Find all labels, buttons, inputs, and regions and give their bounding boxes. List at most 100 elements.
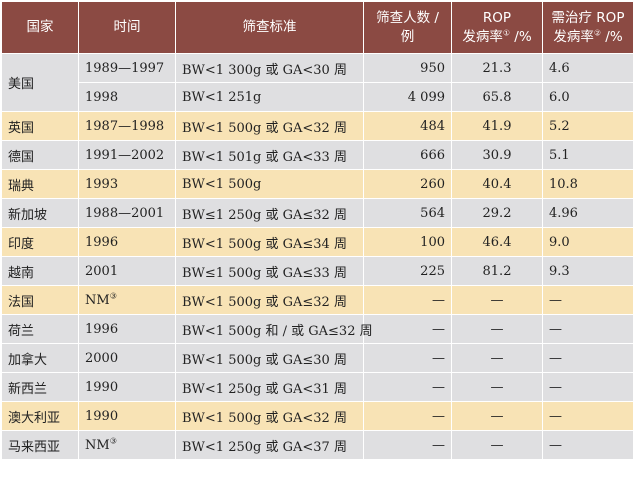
cell-screened: — xyxy=(363,401,452,431)
cell-time-value: NM xyxy=(85,437,110,453)
cell-rop-rate: 65.8 xyxy=(451,82,543,112)
cell-criteria: BW<1 500g 或 GA≤34 周 xyxy=(175,227,364,257)
cell-rop-rate: 41.9 xyxy=(451,111,543,141)
cell-treat-rate: 5.1 xyxy=(542,140,634,170)
cell-treat-rate: — xyxy=(542,343,634,373)
cell-time: 2000 xyxy=(78,343,176,373)
cell-criteria: BW≤1 250g 或 GA≤32 周 xyxy=(175,198,364,228)
cell-country: 印度 xyxy=(1,227,79,257)
cell-criteria: BW<1 500g 和 / 或 GA≤32 周 xyxy=(175,314,373,344)
cell-criteria: BW<1 500g 或 GA<32 周 xyxy=(175,111,364,141)
header-treat-footnote: ② xyxy=(593,28,601,37)
cell-criteria: BW<1 500g 或 GA≤32 周 xyxy=(175,285,364,315)
header-rop-rate: ROP 发病率① /% xyxy=(451,1,543,54)
cell-country: 荷兰 xyxy=(1,314,79,344)
cell-screened: 950 xyxy=(363,53,452,83)
cell-rop-rate: — xyxy=(451,372,543,402)
cell-rop-rate: 29.2 xyxy=(451,198,543,228)
cell-treat-rate: 5.2 xyxy=(542,111,634,141)
header-rop-unit: /% xyxy=(510,28,532,45)
cell-criteria: BW<1 500g 或 GA≤30 周 xyxy=(175,343,364,373)
table-row-netherlands: 荷兰 1996 BW<1 500g 和 / 或 GA≤32 周 — — — xyxy=(1,314,634,344)
cell-rop-rate: 40.4 xyxy=(451,169,543,199)
cell-criteria: BW≤1 500g 或 GA≤33 周 xyxy=(175,256,364,286)
table-body: 美国 1989—1997 BW<1 300g 或 GA<30 周 950 21.… xyxy=(1,53,634,460)
table-row-vietnam: 越南 2001 BW≤1 500g 或 GA≤33 周 225 81.2 9.3 xyxy=(1,256,634,286)
table-row-usa-1998: 1998 BW<1 251g 4 099 65.8 6.0 xyxy=(2,82,634,112)
cell-screened: 260 xyxy=(363,169,452,199)
cell-time: 1987—1998 xyxy=(78,111,176,141)
cell-screened: 484 xyxy=(363,111,452,141)
time-footnote: ③ xyxy=(109,291,117,301)
cell-treat-rate: 10.8 xyxy=(542,169,634,199)
cell-treat-rate: — xyxy=(542,372,634,402)
cell-treat-rate: 6.0 xyxy=(542,82,634,112)
cell-screened: 225 xyxy=(363,256,452,286)
cell-time: 2001 xyxy=(78,256,176,286)
table-row-sweden: 瑞典 1993 BW<1 500g 260 40.4 10.8 xyxy=(1,169,634,199)
cell-criteria: BW<1 250g 或 GA<31 周 xyxy=(175,372,364,402)
cell-treat-rate: 9.0 xyxy=(542,227,634,257)
cell-treat-rate: — xyxy=(542,285,634,315)
cell-rop-rate: — xyxy=(451,430,543,460)
header-criteria: 筛查标准 xyxy=(175,1,364,54)
header-row: 国家 时间 筛查标准 筛查人数 / 例 ROP 发病率① /% 需治疗 ROP … xyxy=(1,1,634,54)
header-treat-line2: 发病率 xyxy=(553,28,594,45)
cell-treat-rate: — xyxy=(542,401,634,431)
cell-treat-rate: — xyxy=(542,314,634,344)
cell-time: 1998 xyxy=(78,82,176,112)
header-treat-unit: /% xyxy=(601,28,623,45)
cell-country: 新加坡 xyxy=(1,198,79,228)
cell-treat-rate: 9.3 xyxy=(542,256,634,286)
cell-criteria: BW<1 250g 或 GA<37 周 xyxy=(175,430,364,460)
cell-screened: 100 xyxy=(363,227,452,257)
cell-criteria: BW<1 251g xyxy=(175,82,364,112)
header-rop-line2: 发病率 xyxy=(462,28,503,45)
header-treat-line1: 需治疗 ROP xyxy=(551,9,625,26)
table-row-canada: 加拿大 2000 BW<1 500g 或 GA≤30 周 — — — xyxy=(1,343,634,373)
cell-screened: 666 xyxy=(363,140,452,170)
cell-country: 马来西亚 xyxy=(1,430,79,460)
cell-country: 法国 xyxy=(1,285,79,315)
cell-rop-rate: — xyxy=(451,401,543,431)
table-row-uk: 英国 1987—1998 BW<1 500g 或 GA<32 周 484 41.… xyxy=(1,111,634,141)
header-treat-rate: 需治疗 ROP 发病率② /% xyxy=(542,1,634,54)
header-screened: 筛查人数 / 例 xyxy=(363,1,452,54)
cell-rop-rate: 46.4 xyxy=(451,227,543,257)
cell-treat-rate: 4.96 xyxy=(542,198,634,228)
cell-country: 加拿大 xyxy=(1,343,79,373)
header-time: 时间 xyxy=(78,1,176,54)
cell-time: 1991—2002 xyxy=(78,140,176,170)
table-row-usa: 美国 1989—1997 BW<1 300g 或 GA<30 周 950 21.… xyxy=(1,53,634,112)
rop-screening-table: 国家 时间 筛查标准 筛查人数 / 例 ROP 发病率① /% 需治疗 ROP … xyxy=(1,1,634,460)
cell-time: 1996 xyxy=(78,227,176,257)
cell-time: NM③ xyxy=(78,285,176,315)
cell-rop-rate: — xyxy=(451,314,543,344)
cell-rop-rate: 30.9 xyxy=(451,140,543,170)
cell-rop-rate: — xyxy=(451,343,543,373)
cell-criteria: BW<1 500g 或 GA<32 周 xyxy=(175,401,364,431)
cell-treat-rate: — xyxy=(542,430,634,460)
cell-country: 英国 xyxy=(1,111,79,141)
header-screened-line1: 筛查人数 / xyxy=(376,9,439,26)
cell-screened: — xyxy=(363,285,452,315)
table-row-india: 印度 1996 BW<1 500g 或 GA≤34 周 100 46.4 9.0 xyxy=(1,227,634,257)
table-row-france: 法国 NM③ BW<1 500g 或 GA≤32 周 — — — xyxy=(1,285,634,315)
cell-screened: 4 099 xyxy=(363,82,452,112)
cell-time: 1993 xyxy=(78,169,176,199)
cell-time: 1990 xyxy=(78,401,176,431)
cell-country: 瑞典 xyxy=(1,169,79,199)
header-country: 国家 xyxy=(1,1,79,54)
table-row-germany: 德国 1991—2002 BW<1 501g 或 GA<33 周 666 30.… xyxy=(1,140,634,170)
header-rop-footnote: ① xyxy=(502,28,510,37)
table-header: 国家 时间 筛查标准 筛查人数 / 例 ROP 发病率① /% 需治疗 ROP … xyxy=(1,1,634,54)
cell-rop-rate: 81.2 xyxy=(451,256,543,286)
cell-country: 美国 xyxy=(1,53,79,112)
cell-screened: — xyxy=(363,430,452,460)
cell-country: 新西兰 xyxy=(1,372,79,402)
table-row-new-zealand: 新西兰 1990 BW<1 250g 或 GA<31 周 — — — xyxy=(1,372,634,402)
cell-treat-rate: 4.6 xyxy=(542,53,634,83)
cell-criteria: BW<1 501g 或 GA<33 周 xyxy=(175,140,364,170)
cell-criteria: BW<1 500g xyxy=(175,169,364,199)
